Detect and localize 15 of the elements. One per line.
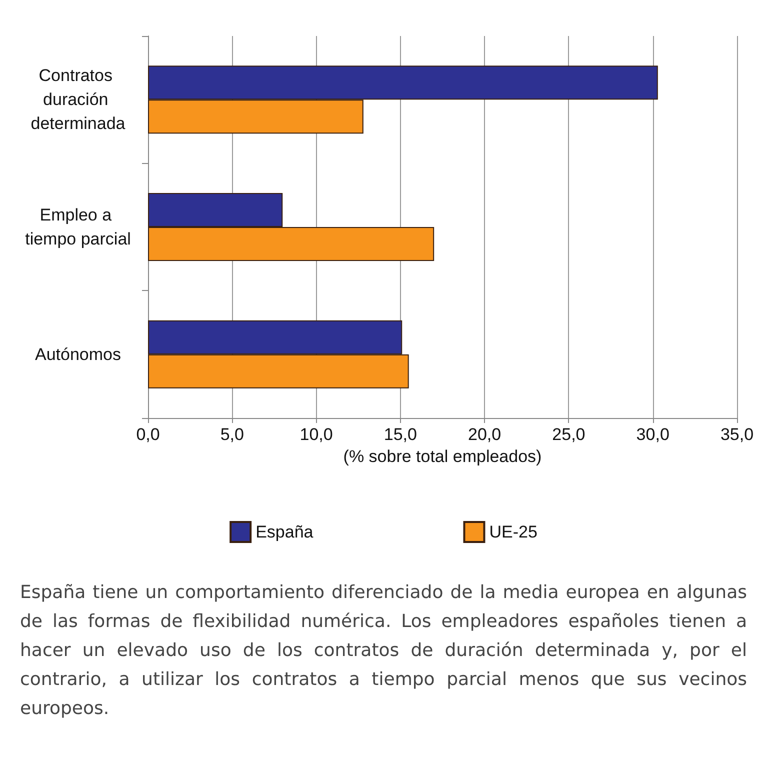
x-tick-label: 10,0 [300,425,333,444]
x-tick-label: 20,0 [468,425,502,444]
legend-label: España [256,522,314,542]
y-tick-label: Contratos duración determinada [30,66,126,134]
x-tick-label: 25,0 [552,425,586,444]
legend-label: UE-25 [489,522,538,542]
y-tick-label: Empleo a tiempo parcial [25,206,131,248]
text: España tiene un comportamiento diferenciado de la media europea en algunas de las formas de flexibilidad numérica. Los empleadores españoles tienen a hacer un elevado uso de los contratos de duración determinada y, por el contrario, a utilizar los contratos a tiempo parcial menos que sus vecinos europeos. [19,581,748,721]
x-tick-label: 35,0 [720,425,754,444]
x-tick-label: 15,0 [384,425,417,444]
x-tick-label: 5,0 [220,425,244,444]
y-tick-label: Autónomos [35,344,121,364]
x-axis-title: (% sobre total empleados) [343,447,542,466]
x-tick-label: 30,0 [636,425,670,444]
x-tick-label: 0,0 [136,425,160,444]
